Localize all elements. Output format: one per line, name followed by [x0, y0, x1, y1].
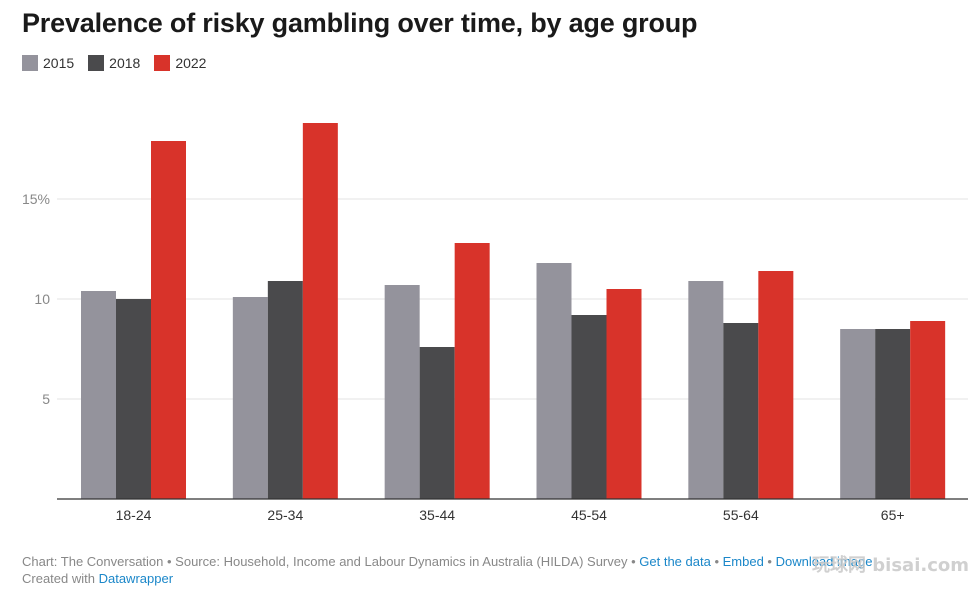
bar [606, 289, 642, 499]
x-tick-label: 45-54 [571, 507, 607, 523]
x-tick-label: 25-34 [267, 507, 303, 523]
bar [419, 347, 455, 499]
bar [267, 281, 303, 499]
y-tick-label: 15% [22, 191, 50, 207]
bar [454, 243, 490, 499]
footer-line-1: Chart: The Conversation • Source: Househ… [22, 553, 872, 570]
x-tick-label: 35-44 [419, 507, 455, 523]
legend-item-2022: 2022 [154, 55, 206, 71]
y-tick-label: 5 [42, 391, 50, 407]
get-data-link[interactable]: Get the data [639, 554, 711, 569]
y-tick-label: 10 [34, 291, 50, 307]
legend-label-2015: 2015 [43, 55, 75, 71]
bar [302, 123, 338, 499]
bar [758, 271, 794, 499]
embed-link[interactable]: Embed [722, 554, 764, 569]
legend-item-2018: 2018 [88, 55, 140, 71]
legend-label-2022: 2022 [175, 55, 207, 71]
bar [116, 299, 151, 499]
chart-title: Prevalence of risky gambling over time, … [22, 8, 698, 38]
footer-created-with: Created with [22, 571, 99, 586]
legend-swatch-2018 [88, 55, 105, 71]
footer-source: Chart: The Conversation • Source: Househ… [22, 554, 640, 569]
bar [723, 323, 759, 499]
legend: 2015 2018 2022 [22, 55, 206, 71]
bar [384, 285, 420, 499]
bar [151, 141, 186, 499]
bar [840, 329, 876, 499]
bar [571, 315, 607, 499]
footer-separator: • [710, 554, 723, 569]
x-tick-label: 18-24 [116, 507, 152, 523]
bar [688, 281, 724, 499]
footer-separator: • [763, 554, 776, 569]
legend-item-2015: 2015 [22, 55, 74, 71]
legend-swatch-2022 [154, 55, 171, 71]
bar [232, 297, 268, 499]
watermark-logo: 玩球网 bisai.com [812, 555, 969, 576]
bar [536, 263, 572, 499]
legend-label-2018: 2018 [109, 55, 141, 71]
bar-chart: 5 10 15% 18-24 25-34 35-44 45-54 55-64 65+ [22, 123, 968, 523]
datawrapper-link[interactable]: Datawrapper [98, 571, 174, 586]
footer: Chart: The Conversation • Source: Househ… [22, 553, 872, 587]
download-image-link[interactable]: Download image [775, 554, 873, 569]
x-tick-label: 65+ [881, 507, 905, 523]
legend-swatch-2015 [22, 55, 38, 71]
bar [875, 329, 911, 499]
bar [910, 321, 946, 499]
x-tick-label: 55-64 [723, 507, 759, 523]
footer-line-2: Created with Datawrapper [22, 570, 872, 587]
bar [81, 291, 116, 499]
